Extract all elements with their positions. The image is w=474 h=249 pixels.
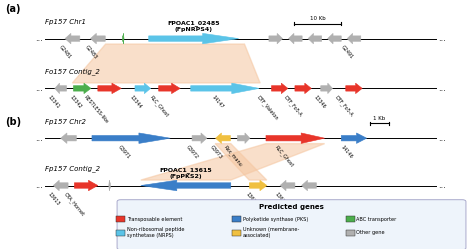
FancyArrow shape [266,133,325,143]
Text: Fp157 Chr1: Fp157 Chr1 [45,19,86,25]
Bar [232,216,241,222]
Text: 13341: 13341 [47,95,61,110]
Text: 13616: 13616 [244,192,258,207]
FancyArrow shape [216,133,230,143]
Text: Other gene: Other gene [356,230,385,235]
Text: 13346: 13346 [313,95,327,110]
Text: 10 Kb: 10 Kb [310,16,326,21]
FancyArrow shape [55,83,66,94]
FancyArrow shape [289,33,302,44]
FancyArrow shape [159,83,180,94]
Text: Fp157 Contig_2: Fp157 Contig_2 [45,165,100,172]
Text: ...: ... [438,181,447,190]
Text: 13618: 13618 [273,192,287,207]
Text: OTA_Hornet: OTA_Hornet [63,192,86,218]
Text: (b): (b) [5,117,21,127]
Text: ...: ... [35,181,43,190]
FancyArrow shape [74,180,98,191]
FancyArrow shape [122,33,124,44]
Text: Polyketide synthase (PKS): Polyketide synthase (PKS) [243,217,308,222]
Bar [116,230,125,236]
Text: 1 Kb: 1 Kb [373,116,385,121]
FancyArrow shape [272,83,288,94]
FancyArrow shape [109,180,110,191]
Text: Non-ribosomal peptide
synthetase (NRPS): Non-ribosomal peptide synthetase (NRPS) [127,227,184,238]
FancyArrow shape [91,33,105,44]
Text: Rxx_manu: Rxx_manu [223,144,244,168]
Text: DTF_Fo5-A: DTF_Fo5-A [333,95,354,118]
Text: RLC_Ghost: RLC_Ghost [148,95,169,119]
FancyArrow shape [192,133,207,143]
FancyArrow shape [280,180,295,191]
Text: 13344: 13344 [129,95,143,110]
FancyArrow shape [341,133,367,143]
Text: G2481: G2481 [58,45,73,61]
Text: RLC_Ghost: RLC_Ghost [274,144,295,168]
Text: Predicted genes: Predicted genes [259,204,324,210]
Text: ...: ... [35,34,43,43]
Text: 13613: 13613 [47,192,61,207]
FancyArrow shape [149,33,238,44]
FancyArrow shape [295,83,311,94]
Text: ...: ... [35,84,43,93]
FancyArrow shape [347,33,361,44]
Text: ...: ... [438,134,447,143]
Text: RESTLESS-like: RESTLESS-like [83,95,109,125]
FancyArrow shape [321,83,332,94]
Text: DTF_Fo5-A: DTF_Fo5-A [282,95,303,118]
Text: Fp157 Chr2: Fp157 Chr2 [45,119,86,124]
FancyArrow shape [92,133,170,143]
FancyArrow shape [301,180,317,191]
FancyArrow shape [237,133,250,143]
Text: (a): (a) [5,4,20,14]
Bar [232,230,241,236]
FancyArrow shape [61,133,76,143]
Text: FPOAC1_13615
(FpPKS2): FPOAC1_13615 (FpPKS2) [159,167,212,179]
FancyArrow shape [269,33,283,44]
Text: ...: ... [438,84,447,93]
Text: DTF_Valeton: DTF_Valeton [255,95,280,122]
Text: G3973: G3973 [209,144,223,160]
FancyArrow shape [98,83,121,94]
FancyArrow shape [249,180,267,191]
Bar [346,216,355,222]
Text: 14146: 14146 [340,144,354,160]
Text: G2483: G2483 [83,45,98,61]
Text: G3972: G3972 [185,144,200,160]
FancyArrow shape [135,83,151,94]
FancyArrow shape [141,180,231,191]
Polygon shape [141,144,325,180]
Text: Transposable element: Transposable element [127,217,182,222]
Text: Unknown (membrane-
associated): Unknown (membrane- associated) [243,227,299,238]
Text: G3971: G3971 [117,144,131,160]
Polygon shape [73,44,260,83]
FancyArrow shape [328,33,341,44]
FancyArrow shape [308,33,322,44]
FancyArrow shape [53,180,68,191]
Bar [346,230,355,236]
Text: 14147: 14147 [211,95,225,110]
Text: Fo157 Contig_2: Fo157 Contig_2 [45,68,100,75]
Text: G2491: G2491 [340,45,354,61]
Text: 13342: 13342 [68,95,82,110]
Polygon shape [215,144,267,180]
FancyBboxPatch shape [117,200,466,249]
FancyArrow shape [65,33,80,44]
FancyArrow shape [191,83,259,94]
FancyArrow shape [346,83,362,94]
Text: ...: ... [35,134,43,143]
FancyArrow shape [73,83,91,94]
Text: ...: ... [438,34,447,43]
Text: FPOAC1_02485
(FpNRPS4): FPOAC1_02485 (FpNRPS4) [167,20,220,32]
Bar [116,216,125,222]
Text: ABC transporter: ABC transporter [356,217,397,222]
